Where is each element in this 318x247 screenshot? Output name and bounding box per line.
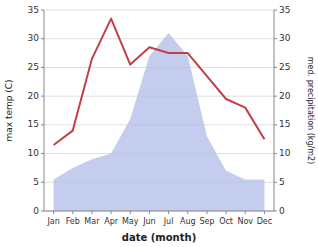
y2-axis-label: med. precipitation (kg/m2) [306,57,315,164]
x-tick-label: Jan [46,217,59,226]
chart: 0 5 10 15 20 25 30 35 0 5 10 15 20 25 30 35 Jan Feb Mar Apr… [0,0,318,247]
y-tick-label: 5 [33,177,39,187]
x-tick [264,211,265,214]
x-tick [91,211,92,214]
y-tick [41,124,44,125]
x-tick [149,211,150,214]
x-tick [206,211,207,214]
precipitation-area [54,33,265,211]
x-tick [72,211,73,214]
y-tick [41,10,44,11]
grid-line [44,38,274,39]
x-tick [187,211,188,214]
y-axis-label: max temp (C) [4,79,14,141]
x-tick-label: Jul [163,217,174,226]
y2-tick [274,67,277,68]
x-tick-label: Jun [142,217,156,226]
y2-tick-label: 5 [279,177,285,187]
x-axis-line [44,211,274,212]
y-tick [41,211,44,212]
page: {"chart_data": {"type": "line", "categor… [0,0,318,247]
y2-tick [274,124,277,125]
x-axis-label: date (month) [122,232,196,243]
y-tick [41,96,44,97]
y-tick-label: 25 [28,62,39,72]
y-tick-label: 0 [33,206,39,216]
y2-tick-label: 15 [279,119,290,129]
x-tick-label: Mar [84,217,100,226]
x-tick [53,211,54,214]
x-tick-label: Oct [219,217,233,226]
x-tick-label: Sep [199,217,214,226]
chart-container: 0 5 10 15 20 25 30 35 0 5 10 15 20 25 30 35 Jan Feb Mar Apr… [0,0,318,247]
y-tick-label: 30 [28,33,40,43]
y2-tick-label: 30 [279,33,291,43]
y-tick-label: 15 [28,119,39,129]
x-tick-label: Apr [104,217,119,226]
x-tick [168,211,169,214]
x-tick [130,211,131,214]
y2-tick [274,153,277,154]
y-tick-label: 20 [28,91,40,101]
x-tick-label: Dec [257,217,272,226]
y2-tick-label: 35 [279,5,290,15]
y2-tick [274,96,277,97]
y2-tick-label: 25 [279,62,290,72]
y2-tick [274,182,277,183]
x-tick-label: May [122,217,139,226]
y2-tick-label: 20 [279,91,291,101]
y-tick-label: 10 [28,148,40,158]
y-axis-line [44,10,45,211]
axes: 0 5 10 15 20 25 30 35 0 5 10 15 20 25 30 35 Jan Feb Mar Apr… [28,5,291,227]
y2-tick [274,211,277,212]
x-tick [111,211,112,214]
y-tick [41,38,44,39]
y2-tick [274,10,277,11]
y-tick [41,67,44,68]
y2-tick-label: 10 [279,148,291,158]
grid [44,10,274,211]
y-tick [41,153,44,154]
x-tick [245,211,246,214]
y-tick-label: 35 [28,5,39,15]
y2-tick-label: 0 [279,206,285,216]
x-tick-label: Aug [180,217,196,226]
y-tick [41,182,44,183]
x-tick [226,211,227,214]
y2-tick [274,38,277,39]
x-tick-label: Nov [237,217,253,226]
y2-axis-line [274,10,275,211]
temperature-line [54,19,265,145]
data [54,19,265,211]
x-tick-label: Feb [66,217,80,226]
grid-line [44,10,274,11]
grid-line [44,211,274,212]
